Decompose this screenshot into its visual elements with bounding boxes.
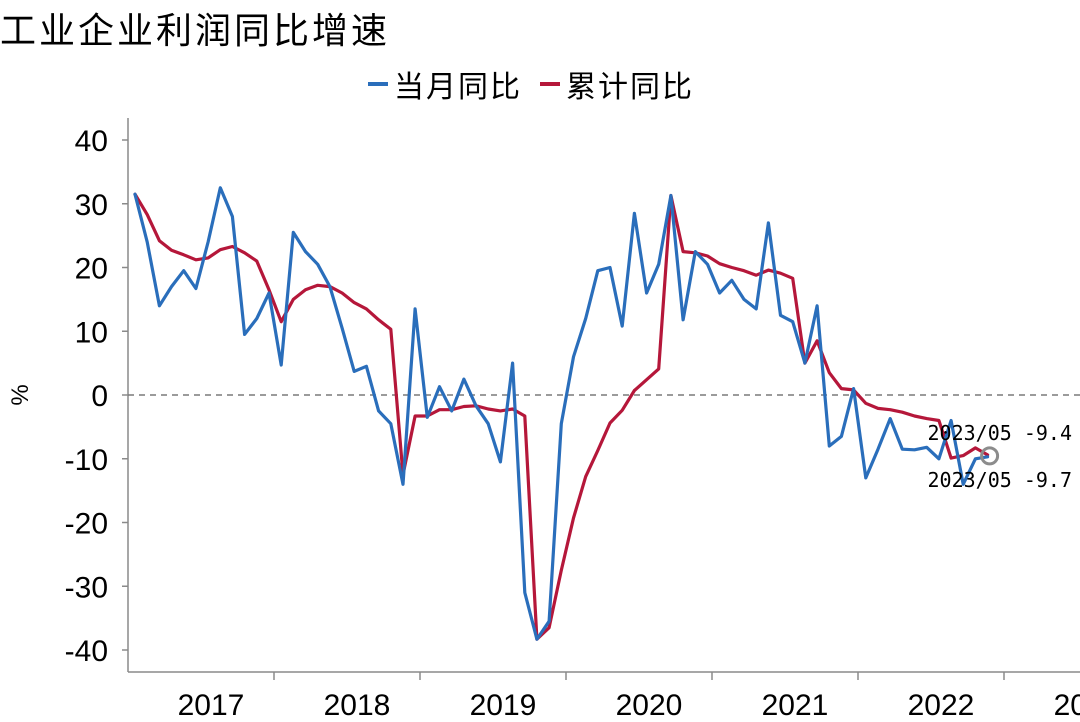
y-tick-label: -40 bbox=[65, 635, 108, 668]
x-tick-label-2019: 2019 bbox=[470, 689, 537, 722]
y-tick-label: -20 bbox=[65, 508, 108, 541]
annotation-label-monthly: 2023/05 -9.7 bbox=[928, 468, 1073, 492]
legend-label-monthly: 当月同比 bbox=[394, 70, 522, 105]
y-axis-label: % bbox=[7, 384, 34, 405]
y-tick-label: 10 bbox=[75, 316, 108, 349]
annotation-label-cumulative: 2023/05 -9.4 bbox=[928, 421, 1073, 445]
legend-item-monthly: 当月同比 bbox=[368, 62, 522, 106]
legend-item-cumulative: 累计同比 bbox=[540, 62, 694, 106]
legend: 当月同比 累计同比 bbox=[368, 62, 712, 106]
annotation-marker bbox=[980, 446, 1000, 466]
series-layer bbox=[133, 186, 990, 641]
series-cumulative-yoy bbox=[133, 192, 990, 641]
x-tick-label-2021: 2021 bbox=[762, 689, 829, 722]
y-tick-label: 40 bbox=[75, 125, 108, 158]
legend-swatch-monthly bbox=[368, 82, 388, 86]
x-tick-label-2020: 2020 bbox=[616, 689, 683, 722]
y-tick-label: 30 bbox=[75, 189, 108, 222]
y-tick-label: 20 bbox=[75, 253, 108, 286]
x-tick-label-2022: 2022 bbox=[908, 689, 975, 722]
x-tick-label-2023: 2023 bbox=[1054, 689, 1080, 722]
y-tick-label: 0 bbox=[91, 380, 108, 413]
legend-label-cumulative: 累计同比 bbox=[566, 70, 694, 105]
legend-swatch-cumulative bbox=[540, 82, 560, 86]
axes: 40 30 20 10 0 -10 -20 -30 -40% 2017 2018 2019 2020 20… bbox=[7, 118, 1080, 722]
x-tick-label-2018: 2018 bbox=[324, 689, 391, 722]
x-tick-label-2017: 2017 bbox=[178, 689, 245, 722]
chart-title: 工业企业利润同比增速 bbox=[0, 11, 391, 52]
series-monthly-yoy bbox=[133, 186, 990, 641]
annotation-layer: 2023/05 -9.4 2023/05 -9.7 bbox=[928, 421, 1073, 492]
y-tick-label: -10 bbox=[65, 444, 108, 477]
y-tick-label: -30 bbox=[65, 571, 108, 604]
